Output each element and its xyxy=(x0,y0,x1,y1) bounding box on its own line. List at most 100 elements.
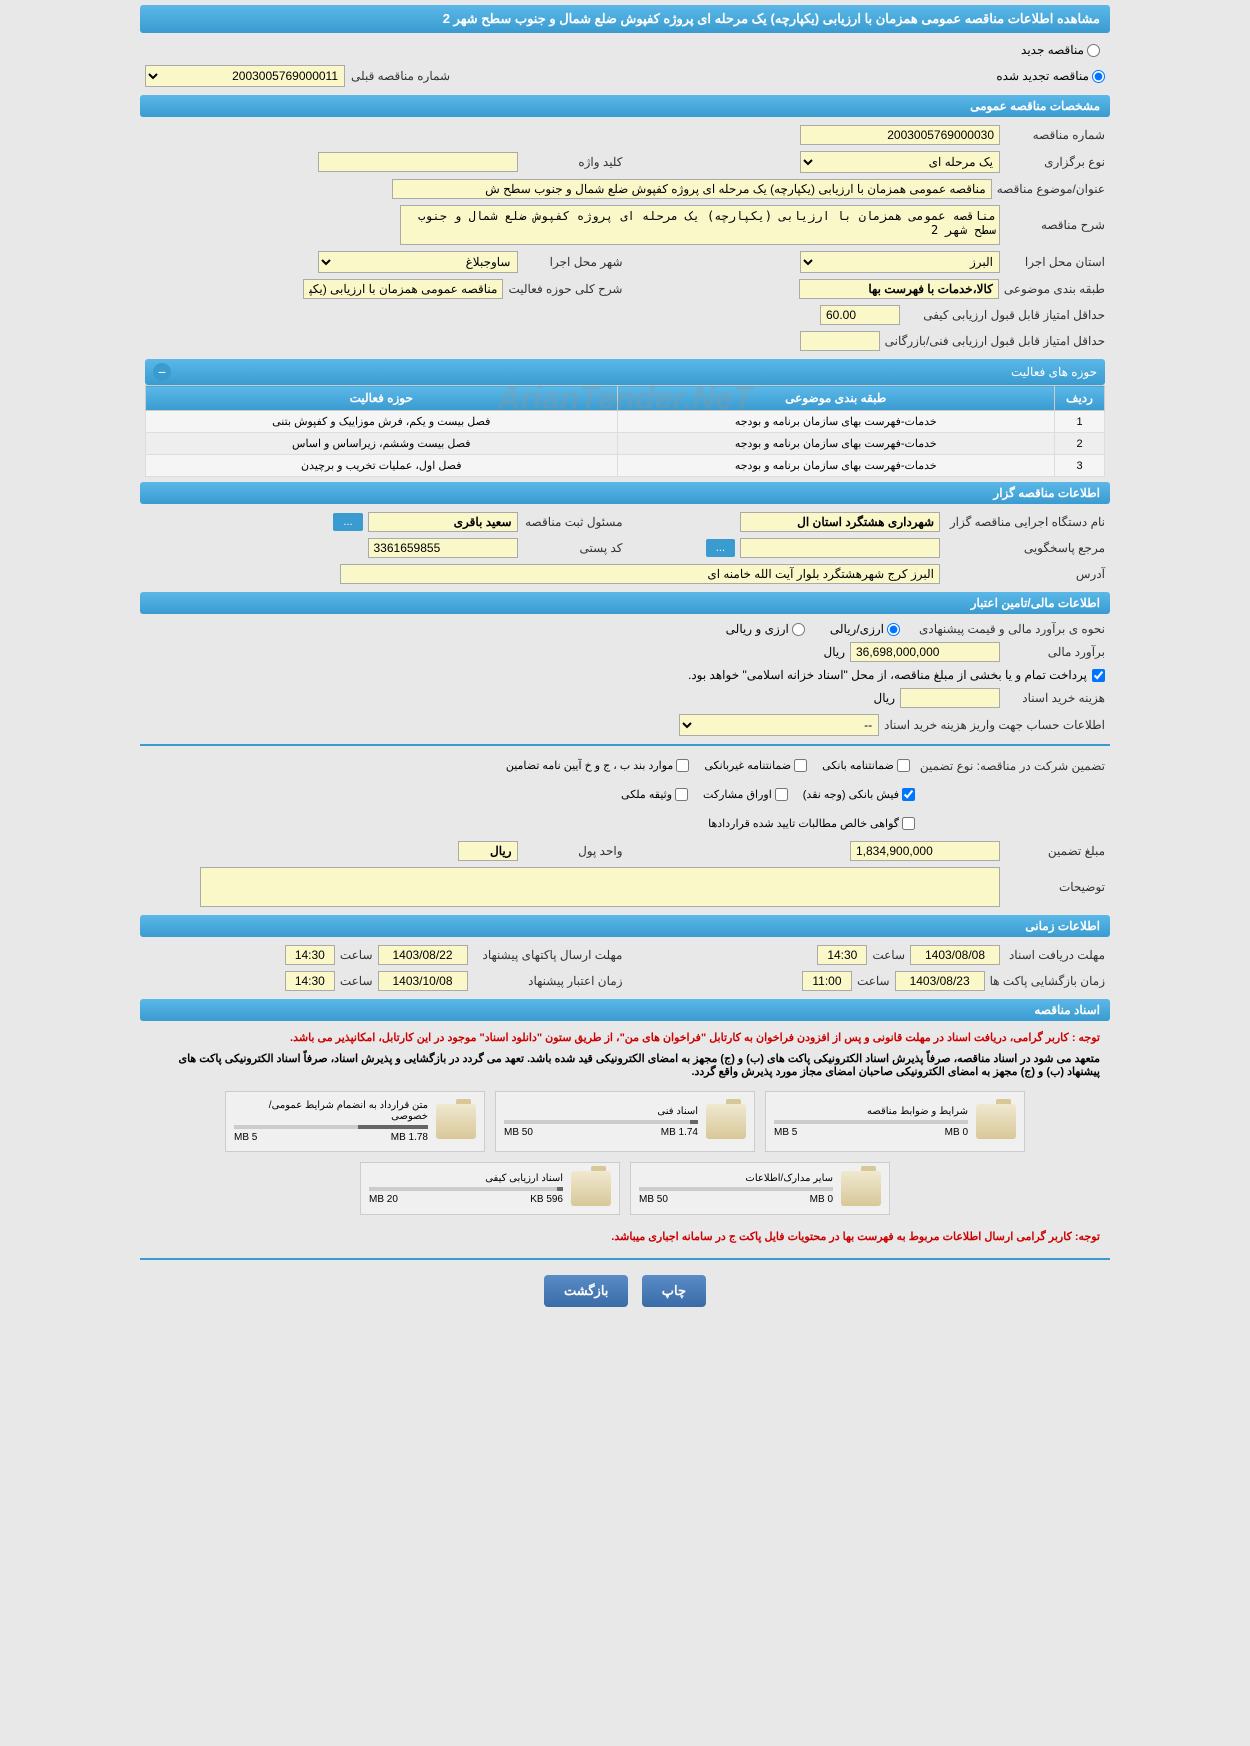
doc-deadline-date[interactable] xyxy=(910,945,1000,965)
back-button[interactable]: بازگشت xyxy=(544,1275,628,1307)
participation-bonds-label: اوراق مشارکت xyxy=(703,788,772,801)
net-claims-checkbox[interactable] xyxy=(902,817,915,830)
tender-number-label: شماره مناقصه xyxy=(1005,128,1105,142)
opening-time-date[interactable] xyxy=(895,971,985,991)
folder-icon xyxy=(436,1104,476,1139)
guarantee-amount-input[interactable] xyxy=(850,841,1000,861)
file-box[interactable]: اسناد فنی 1.74 MB50 MB xyxy=(495,1091,755,1152)
col-row: ردیف xyxy=(1055,386,1105,411)
bank-guarantee-checkbox[interactable] xyxy=(897,759,910,772)
print-button[interactable]: چاپ xyxy=(642,1275,706,1307)
estimate-label: برآورد مالی xyxy=(1005,645,1105,659)
bank-receipt-checkbox[interactable] xyxy=(902,788,915,801)
category-input[interactable] xyxy=(799,279,999,299)
folder-icon xyxy=(706,1104,746,1139)
file-name: متن قرارداد به انضمام شرایط عمومی/خصوصی xyxy=(234,1100,428,1122)
file-used: 0 MB xyxy=(810,1194,833,1205)
documents-section-header: اسناد مناقصه xyxy=(140,999,1110,1021)
contact-more-button[interactable]: ... xyxy=(706,539,735,557)
currency-option-label: ارزی و ریالی xyxy=(726,622,789,636)
keyword-input[interactable] xyxy=(318,152,518,172)
contact-label: مرجع پاسخگویی xyxy=(945,541,1105,555)
file-total: 5 MB xyxy=(774,1127,797,1138)
collapse-icon[interactable]: − xyxy=(153,363,171,381)
currency-unit-label: واحد پول xyxy=(523,844,623,858)
account-info-select[interactable]: -- xyxy=(679,714,879,736)
currency-radio[interactable] xyxy=(792,623,805,636)
doc-cost-label: هزینه خرید اسناد xyxy=(1005,691,1105,705)
payment-note: پرداخت تمام و یا بخشی از مبلغ مناقصه، از… xyxy=(688,668,1087,682)
province-select[interactable]: البرز xyxy=(800,251,1000,273)
documents-note3: توجه: کاربر گرامی ارسال اطلاعات مربوط به… xyxy=(140,1225,1110,1248)
activity-desc-input[interactable] xyxy=(303,279,503,299)
activity-desc-label: شرح کلی حوزه فعالیت xyxy=(508,282,622,296)
guarantee-clause-checkbox[interactable] xyxy=(676,759,689,772)
guarantee-amount-label: مبلغ تضمین xyxy=(1005,844,1105,858)
nonbank-guarantee-checkbox[interactable] xyxy=(794,759,807,772)
validity-hour[interactable] xyxy=(285,971,335,991)
folder-icon xyxy=(571,1171,611,1206)
estimate-input[interactable] xyxy=(850,642,1000,662)
opening-time-label: زمان بازگشایی پاکت ها xyxy=(990,974,1105,988)
file-total: 5 MB xyxy=(234,1132,257,1143)
registrar-more-button[interactable]: ... xyxy=(333,513,362,531)
address-label: آدرس xyxy=(945,567,1105,581)
col-category: طبقه بندی موضوعی xyxy=(617,386,1054,411)
file-box[interactable]: اسناد ارزیابی کیفی 596 KB20 MB xyxy=(360,1162,620,1215)
contact-input[interactable] xyxy=(740,538,940,558)
notes-textarea[interactable] xyxy=(200,867,1000,907)
registrar-input[interactable] xyxy=(368,512,518,532)
file-box[interactable]: متن قرارداد به انضمام شرایط عمومی/خصوصی … xyxy=(225,1091,485,1152)
validity-hour-label: ساعت xyxy=(340,974,373,988)
opening-time-hour[interactable] xyxy=(802,971,852,991)
city-label: شهر محل اجرا xyxy=(523,255,623,269)
tender-number-input[interactable] xyxy=(800,125,1000,145)
file-used: 0 MB xyxy=(945,1127,968,1138)
price-method-label: نحوه ی برآورد مالی و قیمت پیشنهادی xyxy=(905,622,1105,636)
description-textarea[interactable]: مناقصه عمومی همزمان با ارزیابی (یکپارچه)… xyxy=(400,205,1000,245)
net-claims-label: گواهی خالص مطالبات تایید شده قراردادها xyxy=(708,817,899,830)
currency-unit-input[interactable] xyxy=(458,841,518,861)
envelope-deadline-hour[interactable] xyxy=(285,945,335,965)
doc-cost-unit: ریال xyxy=(873,691,895,705)
file-used: 1.74 MB xyxy=(661,1127,698,1138)
description-label: شرح مناقصه xyxy=(1005,218,1105,232)
file-total: 50 MB xyxy=(504,1127,533,1138)
min-quality-score-input[interactable] xyxy=(820,305,900,325)
file-used: 1.78 MB xyxy=(391,1132,428,1143)
opening-time-hour-label: ساعت xyxy=(857,974,890,988)
new-tender-radio[interactable] xyxy=(1087,44,1100,57)
prev-number-select[interactable]: 2003005769000011 xyxy=(145,65,345,87)
financial-section-header: اطلاعات مالی/تامین اعتبار xyxy=(140,592,1110,614)
file-name: اسناد ارزیابی کیفی xyxy=(369,1173,563,1184)
participation-bonds-checkbox[interactable] xyxy=(775,788,788,801)
renewed-tender-label: مناقصه تجدید شده xyxy=(996,69,1089,83)
type-select[interactable]: یک مرحله ای xyxy=(800,151,1000,173)
org-name-input[interactable] xyxy=(740,512,940,532)
city-select[interactable]: ساوجبلاغ xyxy=(318,251,518,273)
file-box[interactable]: شرایط و ضوابط مناقصه 0 MB5 MB xyxy=(765,1091,1025,1152)
prev-number-label: شماره مناقصه قبلی xyxy=(350,69,450,83)
guarantee-type-label: تضمین شرکت در مناقصه: نوع تضمین xyxy=(920,759,1105,773)
category-label: طبقه بندی موضوعی xyxy=(1004,282,1105,296)
file-box[interactable]: سایر مدارک/اطلاعات 0 MB50 MB xyxy=(630,1162,890,1215)
renewed-tender-radio[interactable] xyxy=(1092,70,1105,83)
doc-deadline-hour[interactable] xyxy=(817,945,867,965)
validity-date[interactable] xyxy=(378,971,468,991)
min-tech-score-input[interactable] xyxy=(800,331,880,351)
envelope-deadline-date[interactable] xyxy=(378,945,468,965)
doc-deadline-hour-label: ساعت xyxy=(872,948,905,962)
subject-input[interactable] xyxy=(392,179,992,199)
rial-radio[interactable] xyxy=(887,623,900,636)
address-input[interactable] xyxy=(340,564,940,584)
doc-cost-input[interactable] xyxy=(900,688,1000,708)
payment-note-checkbox[interactable] xyxy=(1092,669,1105,682)
account-info-label: اطلاعات حساب جهت واریز هزینه خرید اسناد xyxy=(884,718,1105,732)
bank-guarantee-label: ضمانتنامه بانکی xyxy=(822,759,894,772)
province-label: استان محل اجرا xyxy=(1005,255,1105,269)
doc-deadline-label: مهلت دریافت اسناد xyxy=(1005,948,1105,962)
guarantee-clause-label: موارد بند ب ، ج و خ آیین نامه تضامین xyxy=(506,759,673,772)
notes-label: توضیحات xyxy=(1005,880,1105,894)
postal-input[interactable] xyxy=(368,538,518,558)
property-deed-checkbox[interactable] xyxy=(675,788,688,801)
